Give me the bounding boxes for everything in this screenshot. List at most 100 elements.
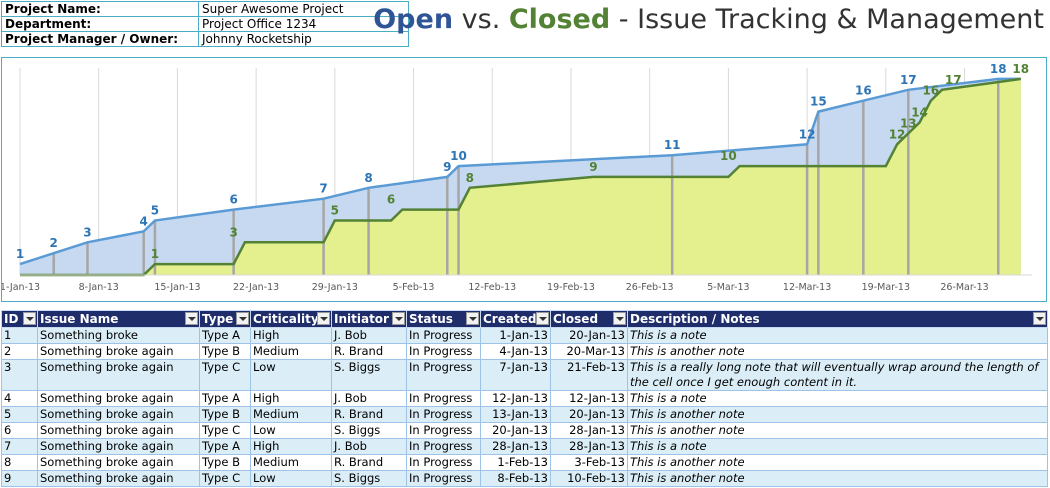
cell-criticality[interactable]: High <box>250 438 332 455</box>
cell-initiator[interactable]: S. Biggs <box>331 422 407 439</box>
cell-status[interactable]: In Progress <box>406 390 481 407</box>
cell-criticality[interactable]: Low <box>250 422 332 439</box>
cell-id[interactable]: 2 <box>1 343 38 360</box>
table-row[interactable]: 7 Something broke again Type A High J. Bob In… <box>1 438 1048 455</box>
cell-type[interactable]: Type C <box>199 470 251 487</box>
cell-issue-name[interactable]: Something broke again <box>37 343 200 360</box>
cell-issue-name[interactable]: Something broke again <box>37 390 200 407</box>
open-vs-closed-chart[interactable]: 1-Jan-13 8-Jan-13 15-Jan-13 22-Jan-13 29-Jan… <box>1 57 1047 302</box>
cell-closed[interactable]: 21-Feb-13 <box>550 359 628 391</box>
cell-id[interactable]: 7 <box>1 438 38 455</box>
cell-issue-name[interactable]: Something broke <box>37 327 200 344</box>
filter-dropdown-icon[interactable] <box>236 312 249 325</box>
filter-dropdown-icon[interactable] <box>613 312 626 325</box>
cell-description[interactable]: This is another note <box>627 454 1048 471</box>
cell-initiator[interactable]: J. Bob <box>331 438 407 455</box>
filter-dropdown-icon[interactable] <box>23 312 36 325</box>
cell-id[interactable]: 3 <box>1 359 38 391</box>
cell-closed[interactable]: 10-Feb-13 <box>550 470 628 487</box>
cell-criticality[interactable]: Medium <box>250 406 332 423</box>
cell-criticality[interactable]: Low <box>250 470 332 487</box>
cell-criticality[interactable]: Medium <box>250 454 332 471</box>
cell-created[interactable]: 7-Jan-13 <box>480 359 551 391</box>
cell-description[interactable]: This is another note <box>627 343 1048 360</box>
cell-issue-name[interactable]: Something broke again <box>37 359 200 391</box>
cell-type[interactable]: Type A <box>199 327 251 344</box>
cell-criticality[interactable]: Low <box>250 359 332 391</box>
cell-closed[interactable]: 12-Jan-13 <box>550 390 628 407</box>
cell-closed[interactable]: 28-Jan-13 <box>550 422 628 439</box>
cell-type[interactable]: Type B <box>199 343 251 360</box>
cell-issue-name[interactable]: Something broke again <box>37 454 200 471</box>
cell-id[interactable]: 8 <box>1 454 38 471</box>
cell-created[interactable]: 13-Jan-13 <box>480 406 551 423</box>
cell-initiator[interactable]: J. Bob <box>331 390 407 407</box>
cell-description[interactable]: This is a note <box>627 390 1048 407</box>
cell-issue-name[interactable]: Something broke again <box>37 470 200 487</box>
cell-status[interactable]: In Progress <box>406 470 481 487</box>
cell-closed[interactable]: 20-Jan-13 <box>550 327 628 344</box>
cell-type[interactable]: Type A <box>199 438 251 455</box>
cell-type[interactable]: Type B <box>199 454 251 471</box>
cell-status[interactable]: In Progress <box>406 422 481 439</box>
cell-issue-name[interactable]: Something broke again <box>37 422 200 439</box>
cell-created[interactable]: 1-Feb-13 <box>480 454 551 471</box>
cell-initiator[interactable]: S. Biggs <box>331 470 407 487</box>
cell-status[interactable]: In Progress <box>406 438 481 455</box>
cell-id[interactable]: 9 <box>1 470 38 487</box>
cell-closed[interactable]: 3-Feb-13 <box>550 454 628 471</box>
cell-criticality[interactable]: High <box>250 390 332 407</box>
cell-initiator[interactable]: R. Brand <box>331 343 407 360</box>
cell-created[interactable]: 20-Jan-13 <box>480 422 551 439</box>
table-row[interactable]: 2 Something broke again Type B Medium R. Bra… <box>1 343 1048 360</box>
filter-dropdown-icon[interactable] <box>536 312 549 325</box>
table-row[interactable]: 9 Something broke again Type C Low S. Biggs I… <box>1 470 1048 487</box>
table-row[interactable]: 8 Something broke again Type B Medium R. Bra… <box>1 454 1048 471</box>
cell-status[interactable]: In Progress <box>406 343 481 360</box>
cell-description[interactable]: This is a really long note that will eve… <box>627 359 1048 391</box>
cell-type[interactable]: Type A <box>199 390 251 407</box>
cell-status[interactable]: In Progress <box>406 406 481 423</box>
cell-closed[interactable]: 20-Jan-13 <box>550 406 628 423</box>
cell-description[interactable]: This is another note <box>627 470 1048 487</box>
cell-id[interactable]: 6 <box>1 422 38 439</box>
filter-dropdown-icon[interactable] <box>317 312 330 325</box>
table-row[interactable]: 4 Something broke again Type A High J. Bob In… <box>1 390 1048 407</box>
table-row[interactable]: 1 Something broke Type A High J. Bob In Progr… <box>1 327 1048 344</box>
cell-type[interactable]: Type C <box>199 359 251 391</box>
cell-issue-name[interactable]: Something broke again <box>37 406 200 423</box>
cell-criticality[interactable]: Medium <box>250 343 332 360</box>
cell-created[interactable]: 12-Jan-13 <box>480 390 551 407</box>
table-row[interactable]: 3 Something broke again Type C Low S. Biggs I… <box>1 359 1048 391</box>
filter-dropdown-icon[interactable] <box>1033 312 1046 325</box>
cell-id[interactable]: 5 <box>1 406 38 423</box>
cell-created[interactable]: 1-Jan-13 <box>480 327 551 344</box>
cell-initiator[interactable]: J. Bob <box>331 327 407 344</box>
cell-id[interactable]: 1 <box>1 327 38 344</box>
cell-issue-name[interactable]: Something broke again <box>37 438 200 455</box>
cell-type[interactable]: Type C <box>199 422 251 439</box>
filter-dropdown-icon[interactable] <box>466 312 479 325</box>
cell-description[interactable]: This is a note <box>627 327 1048 344</box>
cell-closed[interactable]: 28-Jan-13 <box>550 438 628 455</box>
cell-description[interactable]: This is another note <box>627 422 1048 439</box>
cell-initiator[interactable]: R. Brand <box>331 406 407 423</box>
cell-status[interactable]: In Progress <box>406 327 481 344</box>
cell-id[interactable]: 4 <box>1 390 38 407</box>
cell-description[interactable]: This is a note <box>627 438 1048 455</box>
cell-initiator[interactable]: R. Brand <box>331 454 407 471</box>
cell-created[interactable]: 8-Feb-13 <box>480 470 551 487</box>
cell-created[interactable]: 4-Jan-13 <box>480 343 551 360</box>
filter-dropdown-icon[interactable] <box>185 312 198 325</box>
cell-status[interactable]: In Progress <box>406 359 481 391</box>
cell-type[interactable]: Type B <box>199 406 251 423</box>
cell-created[interactable]: 28-Jan-13 <box>480 438 551 455</box>
cell-status[interactable]: In Progress <box>406 454 481 471</box>
cell-description[interactable]: This is another note <box>627 406 1048 423</box>
cell-initiator[interactable]: S. Biggs <box>331 359 407 391</box>
cell-closed[interactable]: 20-Mar-13 <box>550 343 628 360</box>
filter-dropdown-icon[interactable] <box>392 312 405 325</box>
table-row[interactable]: 5 Something broke again Type B Medium R. Bra… <box>1 406 1048 423</box>
project-manager-value[interactable]: Johnny Rocketship <box>198 31 409 47</box>
table-row[interactable]: 6 Something broke again Type C Low S. Biggs I… <box>1 422 1048 439</box>
